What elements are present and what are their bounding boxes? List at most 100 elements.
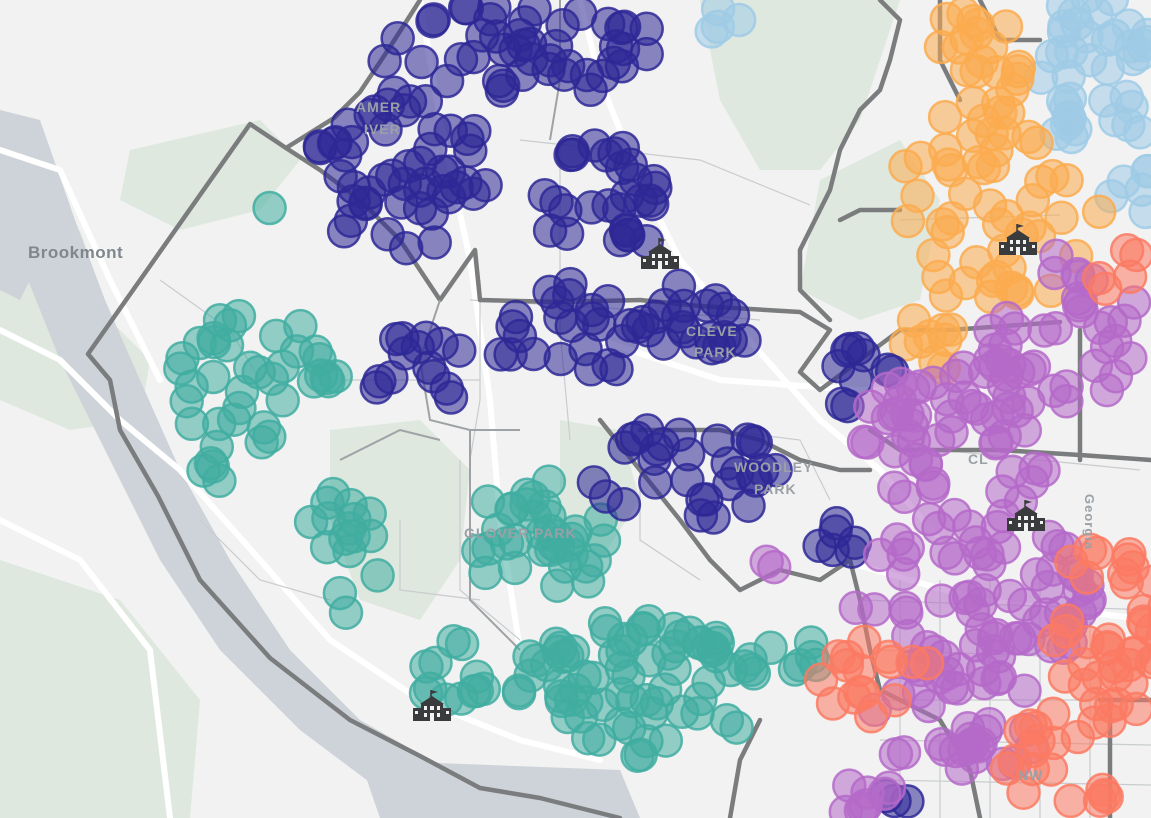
student-dot-violet[interactable] xyxy=(992,578,1028,614)
student-dot-violet[interactable] xyxy=(955,593,990,629)
student-dot-violet[interactable] xyxy=(1097,323,1133,359)
student-dot-navy[interactable] xyxy=(606,487,642,522)
student-dot-navy[interactable] xyxy=(414,196,450,231)
student-dot-teal[interactable] xyxy=(540,568,575,603)
student-dot-teal[interactable] xyxy=(322,575,358,611)
student-dot-navy[interactable] xyxy=(590,6,626,42)
student-dot-navy[interactable] xyxy=(601,192,637,227)
student-dot-navy[interactable] xyxy=(550,48,586,84)
student-dot-teal[interactable] xyxy=(604,676,640,712)
student-dot-light-blue[interactable] xyxy=(1115,41,1151,77)
student-dot-violet[interactable] xyxy=(929,381,965,417)
student-dot-navy[interactable] xyxy=(433,113,468,148)
student-dot-orange[interactable] xyxy=(888,327,924,362)
student-dot-teal[interactable] xyxy=(360,558,395,593)
student-dot-violet[interactable] xyxy=(1089,372,1125,408)
student-dot-teal[interactable] xyxy=(444,626,480,662)
student-dot-teal[interactable] xyxy=(647,672,683,707)
student-dot-orange[interactable] xyxy=(1011,119,1046,155)
student-dot-coral[interactable] xyxy=(1116,635,1151,670)
student-dot-teal[interactable] xyxy=(680,696,715,731)
student-dot-coral[interactable] xyxy=(873,644,909,680)
student-dot-orange[interactable] xyxy=(916,237,951,273)
student-dot-teal[interactable] xyxy=(459,673,495,709)
student-dot-coral[interactable] xyxy=(1006,775,1041,810)
student-dot-violet[interactable] xyxy=(960,729,996,764)
student-dot-navy[interactable] xyxy=(483,337,519,372)
student-dot-navy[interactable] xyxy=(415,3,450,39)
student-dot-violet[interactable] xyxy=(850,775,885,810)
student-dot-light-blue[interactable] xyxy=(1130,153,1151,189)
student-dot-navy[interactable] xyxy=(670,462,705,498)
student-dot-teal[interactable] xyxy=(296,364,332,399)
student-dot-teal[interactable] xyxy=(586,523,622,558)
student-dot-navy[interactable] xyxy=(370,217,405,252)
student-dot-orange[interactable] xyxy=(1044,200,1079,236)
student-dot-navy[interactable] xyxy=(615,422,650,457)
student-dot-navy[interactable] xyxy=(706,291,742,326)
school-building-icon[interactable] xyxy=(412,688,452,724)
student-dot-teal[interactable] xyxy=(418,645,453,681)
student-dot-orange[interactable] xyxy=(900,178,935,214)
student-dot-coral[interactable] xyxy=(847,624,882,660)
school-building-icon[interactable] xyxy=(1006,498,1046,534)
student-dot-coral[interactable] xyxy=(1054,544,1089,580)
student-dot-navy[interactable] xyxy=(359,370,395,405)
student-dot-navy[interactable] xyxy=(417,225,452,260)
student-dot-teal[interactable] xyxy=(629,723,664,759)
student-dot-orange[interactable] xyxy=(923,29,959,65)
student-dot-violet[interactable] xyxy=(967,354,1003,389)
student-dot-coral[interactable] xyxy=(877,683,912,718)
student-dot-navy[interactable] xyxy=(539,184,574,220)
student-dot-violet[interactable] xyxy=(921,510,956,546)
student-dot-navy[interactable] xyxy=(832,331,868,367)
student-dot-violet[interactable] xyxy=(887,479,922,515)
student-dot-teal[interactable] xyxy=(468,555,503,591)
student-dot-teal[interactable] xyxy=(587,606,623,641)
student-dot-navy[interactable] xyxy=(602,222,638,258)
student-dot-teal[interactable] xyxy=(691,665,726,700)
student-dot-violet[interactable] xyxy=(1014,464,1050,500)
student-dot-orange[interactable] xyxy=(993,270,1029,305)
student-dot-violet[interactable] xyxy=(972,546,1007,582)
student-dot-light-blue[interactable] xyxy=(1069,19,1104,54)
student-dot-violet[interactable] xyxy=(1038,310,1074,346)
student-dot-navy[interactable] xyxy=(447,0,483,26)
student-dot-light-blue[interactable] xyxy=(1058,111,1093,147)
student-dot-violet[interactable] xyxy=(749,544,784,579)
student-dot-teal[interactable] xyxy=(719,710,754,745)
student-dot-coral[interactable] xyxy=(909,646,945,681)
student-dot-coral[interactable] xyxy=(1067,647,1102,682)
student-dot-teal[interactable] xyxy=(613,622,649,658)
student-dot-teal[interactable] xyxy=(336,519,371,554)
student-dot-navy[interactable] xyxy=(385,321,420,356)
student-dot-navy[interactable] xyxy=(638,465,673,500)
student-dot-teal[interactable] xyxy=(246,410,282,445)
student-dot-navy[interactable] xyxy=(456,39,491,75)
student-dot-navy[interactable] xyxy=(545,8,580,43)
student-dot-orange[interactable] xyxy=(888,149,923,184)
student-dot-navy[interactable] xyxy=(505,57,540,93)
student-dot-light-blue[interactable] xyxy=(1094,0,1130,17)
student-dot-coral[interactable] xyxy=(821,639,856,674)
student-dot-orange[interactable] xyxy=(960,7,995,43)
student-dot-navy[interactable] xyxy=(819,506,854,541)
student-dot-coral[interactable] xyxy=(1085,772,1120,808)
student-dot-navy[interactable] xyxy=(645,427,681,462)
student-dot-violet[interactable] xyxy=(878,736,914,772)
student-dot-violet[interactable] xyxy=(989,300,1025,336)
student-dot-light-blue[interactable] xyxy=(1088,83,1123,118)
student-dot-teal[interactable] xyxy=(202,302,238,338)
student-dot-violet[interactable] xyxy=(888,590,923,626)
school-building-icon[interactable] xyxy=(640,236,680,272)
student-dot-navy[interactable] xyxy=(380,21,415,56)
student-dot-navy[interactable] xyxy=(516,336,551,372)
student-dot-coral[interactable] xyxy=(1076,705,1112,740)
student-dot-navy[interactable] xyxy=(605,323,640,359)
student-dot-coral[interactable] xyxy=(1119,237,1151,273)
student-dot-orange[interactable] xyxy=(1001,49,1037,85)
student-dot-teal[interactable] xyxy=(252,190,287,226)
student-dot-orange[interactable] xyxy=(955,118,991,154)
student-dot-navy[interactable] xyxy=(738,463,774,498)
student-dot-orange[interactable] xyxy=(1049,162,1084,198)
